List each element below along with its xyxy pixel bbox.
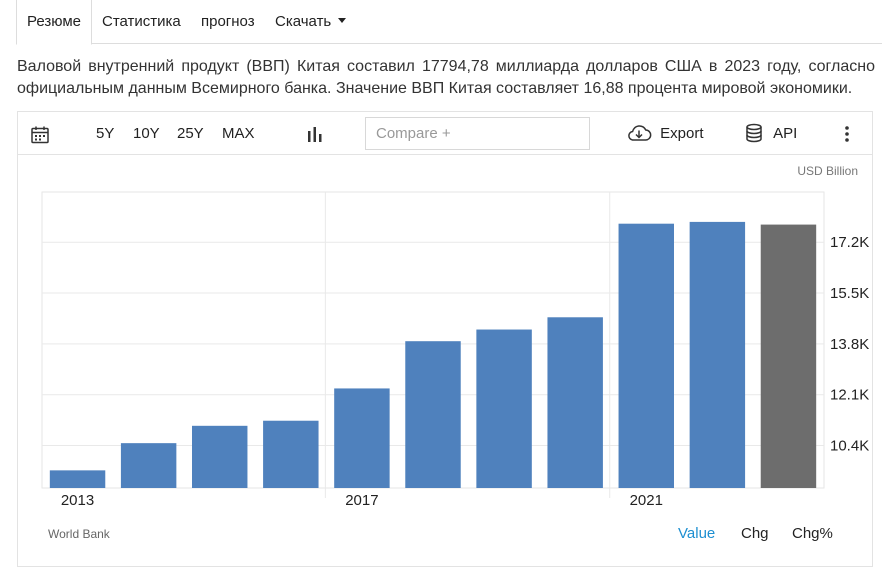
bar-2022[interactable] [689,221,746,488]
tab-forecast[interactable]: прогноз [201,13,255,30]
bar-2016[interactable] [263,420,319,488]
caret-down-icon [338,17,347,23]
tab-bar: Резюме Статистика прогноз Скачать [16,0,882,45]
bar-2015[interactable] [192,425,248,488]
chart-toolbar: 5Y 10Y 25Y MAX Export [18,112,872,155]
range-25y-button[interactable]: 25Y [177,125,204,142]
database-icon [746,123,762,142]
gdp-bar-chart: 10.4K 12.1K 13.8K 15.5K 17.2K 2013 2017 2021 [41,191,869,509]
export-button[interactable]: Export [626,112,704,155]
x-tick-label: 2013 [61,492,94,509]
value-button[interactable]: Value [678,525,716,542]
bar-2014[interactable] [120,443,177,488]
calendar-icon[interactable] [30,113,50,156]
bar-2017[interactable] [334,388,390,488]
api-label: API [773,125,798,142]
tab-statistics[interactable]: Статистика [102,13,181,30]
y-tick-label: 15.5K [830,285,869,302]
unit-label: USD Billion [797,164,858,178]
cloud-download-icon [628,124,652,141]
source-label: World Bank [48,527,110,541]
bar-chart-icon[interactable] [306,112,324,155]
bar-2013[interactable] [49,470,106,488]
chgpct-button[interactable]: Chg% [792,525,833,542]
api-button[interactable]: API [745,112,797,155]
y-tick-label: 17.2K [830,234,869,251]
y-tick-label: 12.1K [830,387,869,404]
range-10y-button[interactable]: 10Y [133,125,160,142]
bar-2021[interactable] [618,223,674,488]
export-label: Export [660,125,704,142]
bar-2018[interactable] [405,341,461,488]
tab-download-label: Скачать [275,13,332,30]
tab-summary[interactable]: Резюме [16,0,92,45]
x-tick-label: 2017 [345,492,378,509]
compare-input[interactable] [365,117,590,150]
x-tick-label: 2021 [630,492,663,509]
chart-panel: 5Y 10Y 25Y MAX Export [17,111,873,567]
range-5y-button[interactable]: 5Y [96,125,115,142]
description-text: Валовой внутренний продукт (ВВП) Китая с… [17,58,875,97]
chg-button[interactable]: Chg [741,525,769,542]
bar-2019[interactable] [476,329,532,488]
range-max-button[interactable]: MAX [222,125,255,142]
bar-2023[interactable] [760,224,817,488]
y-tick-label: 10.4K [830,438,869,455]
y-tick-label: 13.8K [830,336,869,353]
bar-2020[interactable] [547,317,603,488]
tab-download[interactable]: Скачать [275,0,347,44]
more-menu-icon[interactable] [844,112,850,155]
